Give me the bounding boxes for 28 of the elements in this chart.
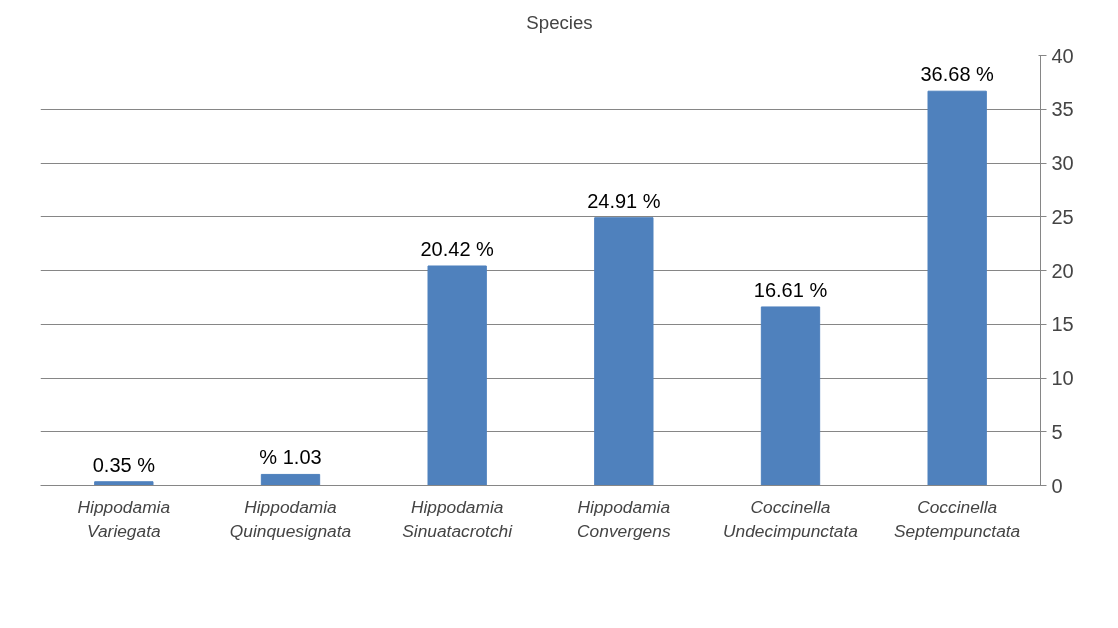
y-tick-label: 5 [1051,420,1063,443]
x-tick-label: Coccinella Septempunctata [894,496,1021,541]
bar [927,90,987,486]
data-label: 0.35 % [92,453,156,476]
bar [427,265,487,486]
bar [760,306,821,486]
y-tick-label: 40 [1051,44,1074,67]
y-tick-label: 25 [1051,205,1074,228]
y-tick-label: 30 [1051,152,1074,174]
y-tick-label: 10 [1051,367,1074,389]
x-tick-label: Hippodamia Quinquesignata [229,496,352,541]
bar [260,473,321,486]
y-tick-label: 20 [1051,259,1074,282]
y-tick-label: 0 [1051,474,1063,497]
text: Species [526,11,593,34]
data-label: 24.91 % [587,189,661,212]
data-label: 16.61 % [753,278,828,301]
data-label: 20.42 % [420,237,495,260]
x-tick-label: Hippodamia Variegata [77,496,171,541]
bar [594,217,654,486]
y-tick-label: 15 [1051,313,1074,336]
bar [94,481,154,486]
x-tick-label: Hippodamia Convergens [577,496,671,541]
data-label: 36.68 % [920,63,995,86]
y-tick-label: 35 [1051,98,1074,121]
x-tick-label: Coccinella Undecimpunctata [723,496,859,541]
data-label: % 1.03 [259,446,322,469]
x-tick-label: Hippodamia Sinuatacrotchi [402,496,514,541]
